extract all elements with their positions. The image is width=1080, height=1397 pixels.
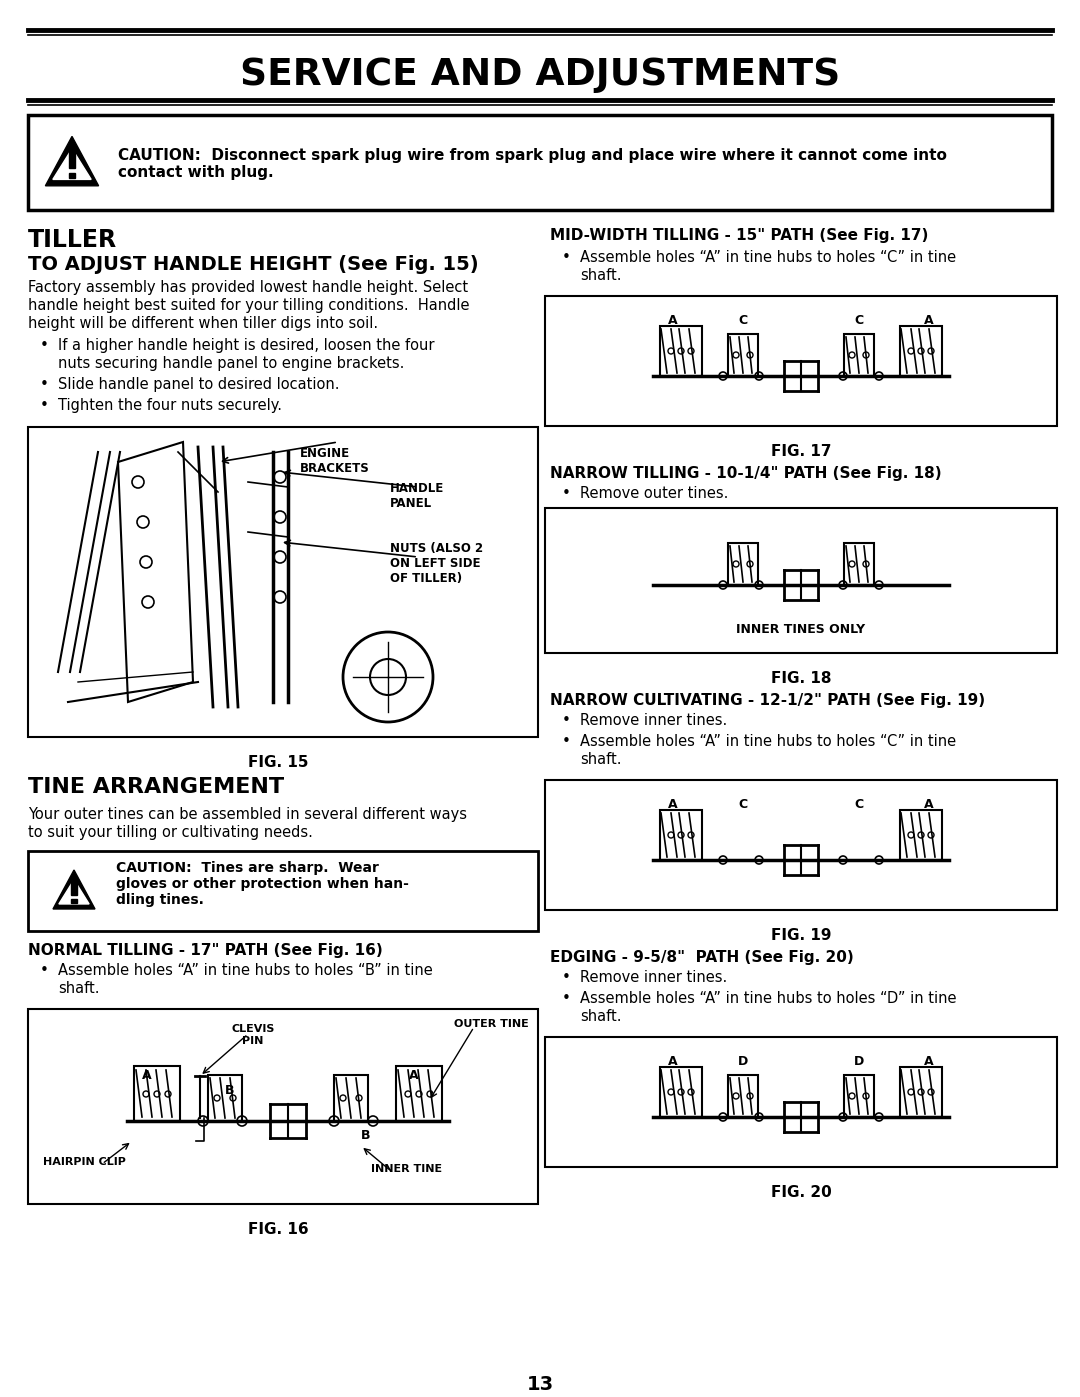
Text: A: A	[669, 1055, 678, 1067]
Text: B: B	[226, 1084, 234, 1097]
Text: SERVICE AND ADJUSTMENTS: SERVICE AND ADJUSTMENTS	[240, 57, 840, 94]
Text: TINE ARRANGEMENT: TINE ARRANGEMENT	[28, 777, 284, 798]
FancyBboxPatch shape	[545, 1037, 1057, 1166]
Text: FIG. 19: FIG. 19	[771, 928, 832, 943]
Polygon shape	[71, 879, 77, 894]
Text: INNER TINE: INNER TINE	[372, 1164, 442, 1173]
Text: Remove inner tines.: Remove inner tines.	[580, 712, 727, 728]
Text: TILLER: TILLER	[28, 228, 117, 251]
Text: nuts securing handle panel to engine brackets.: nuts securing handle panel to engine bra…	[58, 356, 404, 372]
Text: Factory assembly has provided lowest handle height. Select: Factory assembly has provided lowest han…	[28, 279, 468, 295]
Text: dling tines.: dling tines.	[116, 893, 204, 907]
Text: Tighten the four nuts securely.: Tighten the four nuts securely.	[58, 398, 282, 414]
Text: gloves or other protection when han-: gloves or other protection when han-	[116, 877, 409, 891]
FancyBboxPatch shape	[545, 509, 1057, 652]
Text: FIG. 17: FIG. 17	[771, 444, 832, 460]
Text: CAUTION:  Disconnect spark plug wire from spark plug and place wire where it can: CAUTION: Disconnect spark plug wire from…	[118, 148, 947, 163]
Polygon shape	[59, 880, 90, 904]
Text: TO ADJUST HANDLE HEIGHT (See Fig. 15): TO ADJUST HANDLE HEIGHT (See Fig. 15)	[28, 256, 478, 274]
Text: Remove inner tines.: Remove inner tines.	[580, 970, 727, 985]
Text: shaft.: shaft.	[58, 981, 99, 996]
Text: Assemble holes “A” in tine hubs to holes “B” in tine: Assemble holes “A” in tine hubs to holes…	[58, 963, 433, 978]
Text: 13: 13	[526, 1375, 554, 1394]
Text: A: A	[409, 1069, 419, 1083]
Text: •: •	[562, 486, 571, 502]
FancyBboxPatch shape	[28, 1009, 538, 1204]
Text: shaft.: shaft.	[580, 1009, 621, 1024]
Text: •: •	[562, 733, 571, 749]
Text: D: D	[854, 1055, 864, 1067]
Polygon shape	[71, 898, 77, 902]
Text: FIG. 20: FIG. 20	[771, 1185, 832, 1200]
Text: FIG. 16: FIG. 16	[247, 1222, 308, 1236]
Text: to suit your tilling or cultivating needs.: to suit your tilling or cultivating need…	[28, 826, 313, 840]
Text: Assemble holes “A” in tine hubs to holes “C” in tine: Assemble holes “A” in tine hubs to holes…	[580, 250, 956, 265]
Text: C: C	[739, 798, 747, 812]
FancyBboxPatch shape	[28, 427, 538, 738]
Text: Slide handle panel to desired location.: Slide handle panel to desired location.	[58, 377, 339, 393]
Text: shaft.: shaft.	[580, 268, 621, 284]
Text: MID-WIDTH TILLING - 15" PATH (See Fig. 17): MID-WIDTH TILLING - 15" PATH (See Fig. 1…	[550, 228, 929, 243]
Text: B: B	[361, 1129, 370, 1141]
Text: A: A	[924, 314, 934, 327]
Text: NUTS (ALSO 2
ON LEFT SIDE
OF TILLER): NUTS (ALSO 2 ON LEFT SIDE OF TILLER)	[390, 542, 483, 585]
Text: A: A	[143, 1069, 152, 1083]
Text: contact with plug.: contact with plug.	[118, 165, 273, 180]
Text: shaft.: shaft.	[580, 752, 621, 767]
Text: A: A	[669, 798, 678, 812]
Polygon shape	[53, 149, 91, 179]
FancyBboxPatch shape	[28, 115, 1052, 210]
Text: •: •	[562, 712, 571, 728]
Text: height will be different when tiller digs into soil.: height will be different when tiller dig…	[28, 316, 378, 331]
Text: ENGINE
BRACKETS: ENGINE BRACKETS	[300, 447, 369, 475]
Text: INNER TINES ONLY: INNER TINES ONLY	[737, 623, 865, 636]
Text: If a higher handle height is desired, loosen the four: If a higher handle height is desired, lo…	[58, 338, 434, 353]
Text: Assemble holes “A” in tine hubs to holes “C” in tine: Assemble holes “A” in tine hubs to holes…	[580, 733, 956, 749]
Polygon shape	[69, 148, 75, 168]
Text: NARROW CULTIVATING - 12-1/2" PATH (See Fig. 19): NARROW CULTIVATING - 12-1/2" PATH (See F…	[550, 693, 985, 708]
Text: CAUTION:  Tines are sharp.  Wear: CAUTION: Tines are sharp. Wear	[116, 861, 379, 875]
Text: A: A	[924, 798, 934, 812]
FancyBboxPatch shape	[545, 780, 1057, 909]
Text: •: •	[40, 963, 49, 978]
Text: NORMAL TILLING - 17" PATH (See Fig. 16): NORMAL TILLING - 17" PATH (See Fig. 16)	[28, 943, 382, 958]
Text: OUTER TINE: OUTER TINE	[454, 1018, 529, 1030]
Polygon shape	[69, 172, 75, 179]
Text: •: •	[562, 250, 571, 265]
Text: C: C	[854, 798, 864, 812]
Polygon shape	[45, 137, 98, 186]
Text: HAIRPIN CLIP: HAIRPIN CLIP	[43, 1157, 126, 1166]
Polygon shape	[53, 870, 95, 909]
Text: NARROW TILLING - 10-1/4" PATH (See Fig. 18): NARROW TILLING - 10-1/4" PATH (See Fig. …	[550, 467, 942, 481]
Text: Your outer tines can be assembled in several different ways: Your outer tines can be assembled in sev…	[28, 807, 467, 821]
Text: A: A	[669, 314, 678, 327]
Text: CLEVIS
PIN: CLEVIS PIN	[231, 1024, 274, 1045]
Text: FIG. 15: FIG. 15	[247, 754, 308, 770]
FancyBboxPatch shape	[545, 296, 1057, 426]
Text: C: C	[739, 314, 747, 327]
Text: •: •	[40, 377, 49, 393]
Text: EDGING - 9-5/8"  PATH (See Fig. 20): EDGING - 9-5/8" PATH (See Fig. 20)	[550, 950, 854, 965]
Text: •: •	[40, 398, 49, 414]
Text: Remove outer tines.: Remove outer tines.	[580, 486, 728, 502]
Text: FIG. 18: FIG. 18	[771, 671, 832, 686]
Text: handle height best suited for your tilling conditions.  Handle: handle height best suited for your tilli…	[28, 298, 470, 313]
Text: •: •	[562, 990, 571, 1006]
Text: •: •	[562, 970, 571, 985]
Text: •: •	[40, 338, 49, 353]
Text: HANDLE
PANEL: HANDLE PANEL	[390, 482, 444, 510]
FancyBboxPatch shape	[28, 851, 538, 930]
Text: C: C	[854, 314, 864, 327]
Text: Assemble holes “A” in tine hubs to holes “D” in tine: Assemble holes “A” in tine hubs to holes…	[580, 990, 957, 1006]
Text: A: A	[924, 1055, 934, 1067]
Text: D: D	[738, 1055, 748, 1067]
